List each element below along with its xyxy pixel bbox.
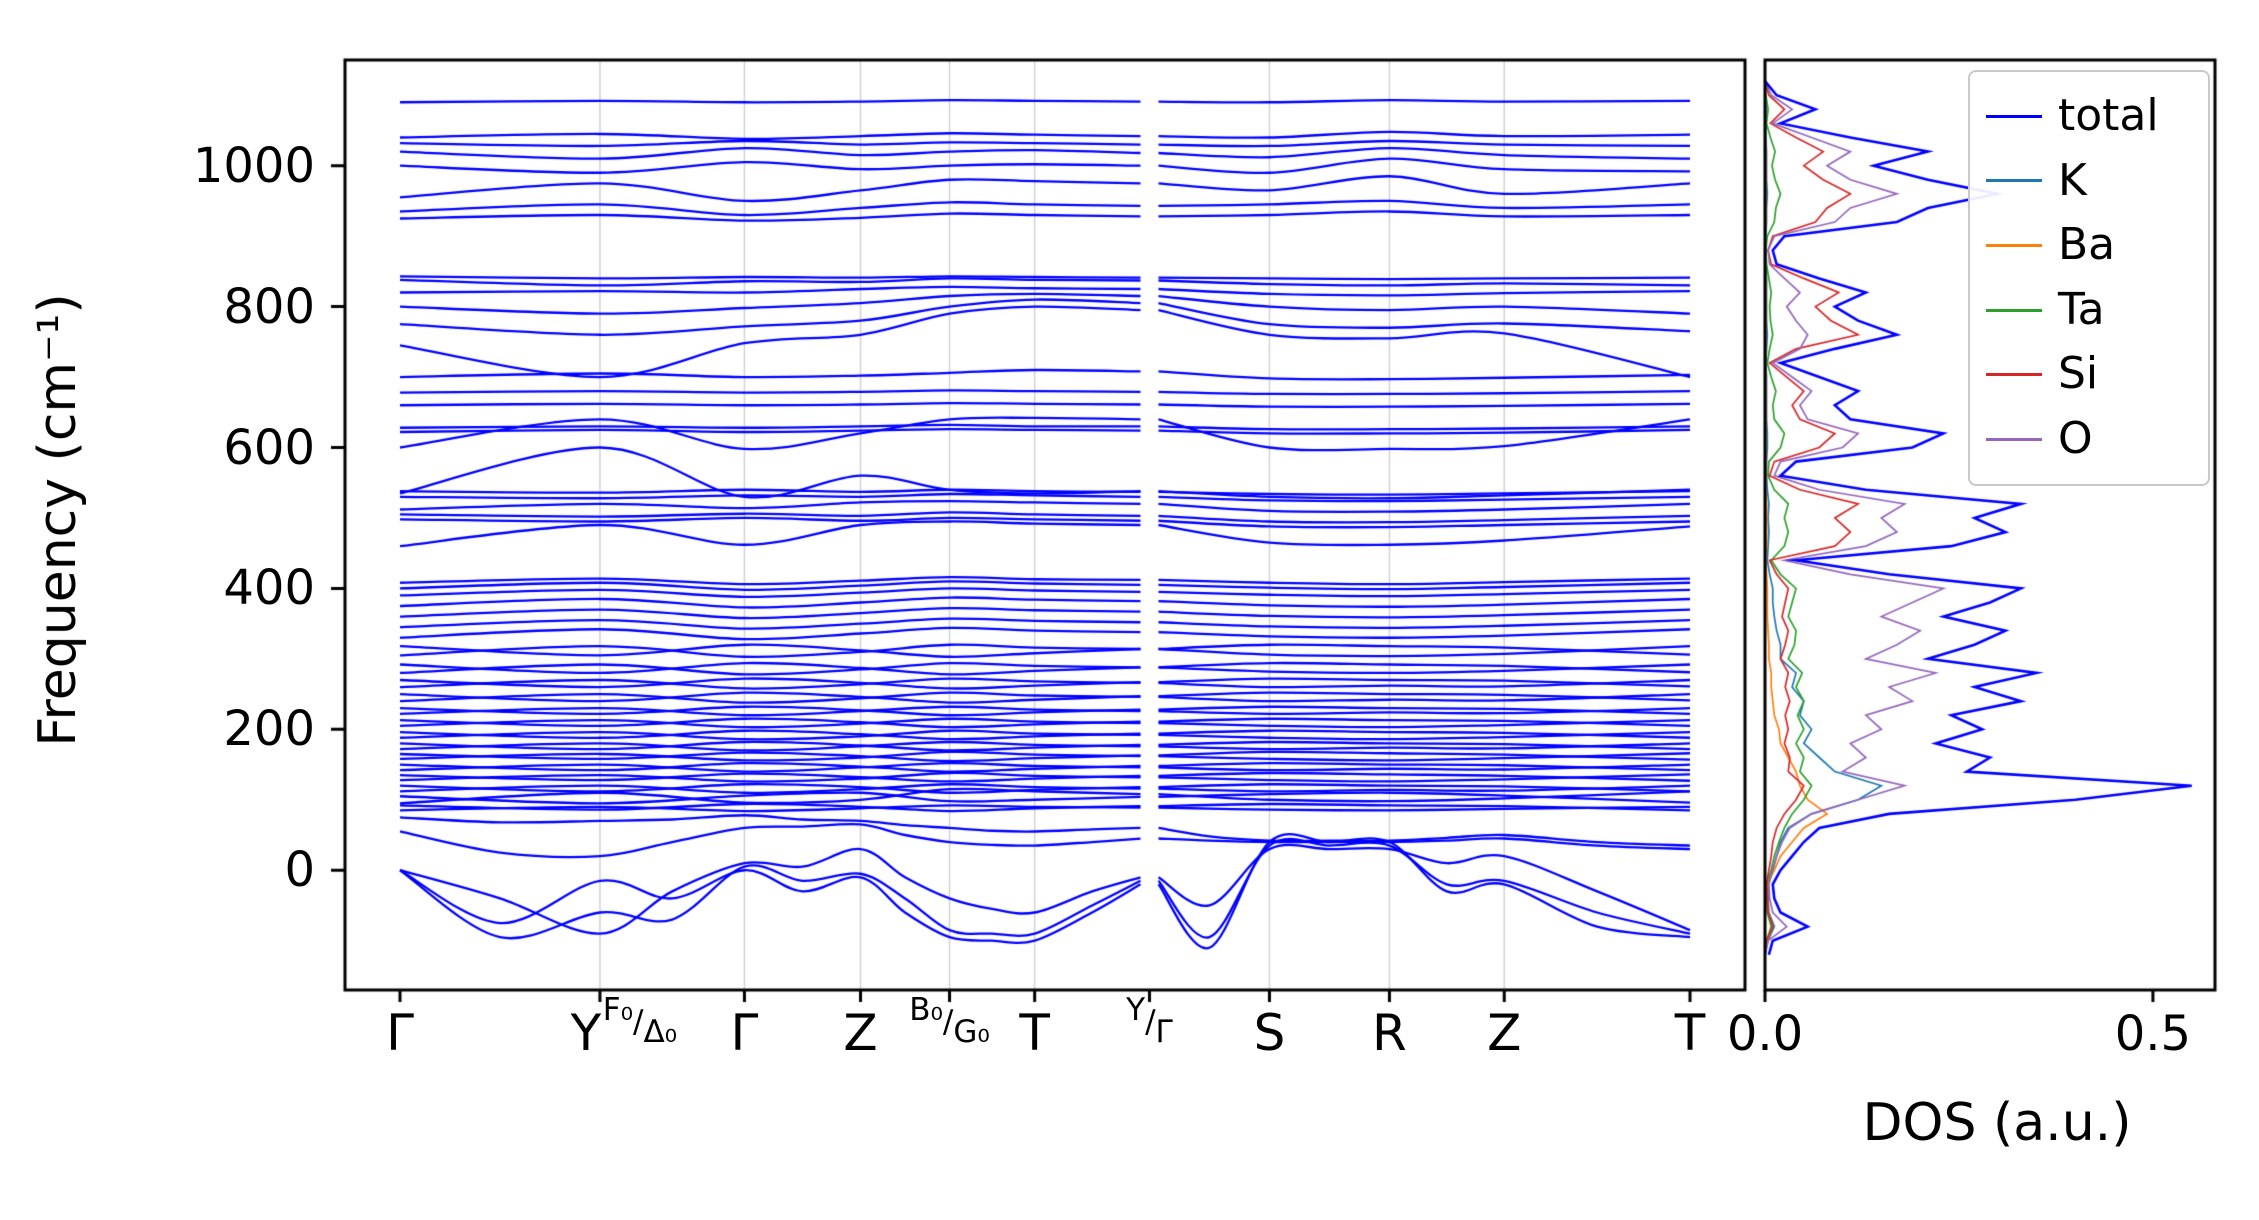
- frequency-tick-label: 200: [223, 701, 315, 758]
- kpoint-label: Y: [570, 1004, 602, 1062]
- legend-line-total: [1986, 114, 2042, 118]
- legend-item-total: total: [1970, 84, 2208, 149]
- legend-label-o: O: [2058, 412, 2093, 464]
- kpoint-label: Γ: [386, 1004, 414, 1062]
- frequency-tick-label: 800: [223, 278, 315, 335]
- frequency-axis-label: Frequency (cm⁻¹): [28, 293, 88, 747]
- dos-axis-label: DOS (a.u.): [1862, 1093, 2132, 1153]
- dos-legend: total K Ba Ta Si O: [1968, 70, 2210, 486]
- dos-tick-label: 0.5: [2114, 1006, 2192, 1062]
- kpoint-label: Y/Γ: [1126, 992, 1173, 1050]
- kpoint-label: B₀/G₀: [909, 992, 990, 1050]
- legend-label-k: K: [2058, 154, 2087, 206]
- frequency-tick-label: 1000: [192, 137, 315, 194]
- legend-item-k: K: [1970, 149, 2208, 214]
- legend-item-ba: Ba: [1970, 213, 2208, 278]
- legend-label-total: total: [2058, 90, 2159, 141]
- frequency-tick-label: 400: [223, 560, 315, 617]
- kpoint-label: T: [1019, 1004, 1050, 1062]
- frequency-tick-label: 600: [223, 419, 315, 476]
- legend-line-o: [1986, 437, 2042, 441]
- legend-line-ba: [1986, 243, 2042, 247]
- kpoint-label: Z: [1487, 1004, 1522, 1062]
- legend-label-si: Si: [2058, 348, 2099, 400]
- legend-label-ba: Ba: [2058, 219, 2116, 271]
- kpoint-label: Z: [843, 1004, 878, 1062]
- kpoint-label: Γ: [730, 1004, 759, 1062]
- kpoint-label: F₀/Δ₀: [602, 992, 678, 1050]
- legend-line-k: [1986, 179, 2042, 183]
- legend-item-o: O: [1970, 407, 2208, 472]
- legend-item-si: Si: [1970, 342, 2208, 407]
- kpoint-label: T: [1674, 1004, 1706, 1062]
- kpoint-label: R: [1372, 1004, 1407, 1062]
- legend-label-ta: Ta: [2058, 283, 2105, 335]
- frequency-tick-label: 0: [284, 842, 315, 899]
- kpoint-label: S: [1253, 1004, 1286, 1062]
- legend-item-ta: Ta: [1970, 278, 2208, 343]
- dos-tick-label: 0.0: [1726, 1006, 1804, 1062]
- legend-line-si: [1986, 373, 2042, 377]
- legend-line-ta: [1986, 308, 2042, 312]
